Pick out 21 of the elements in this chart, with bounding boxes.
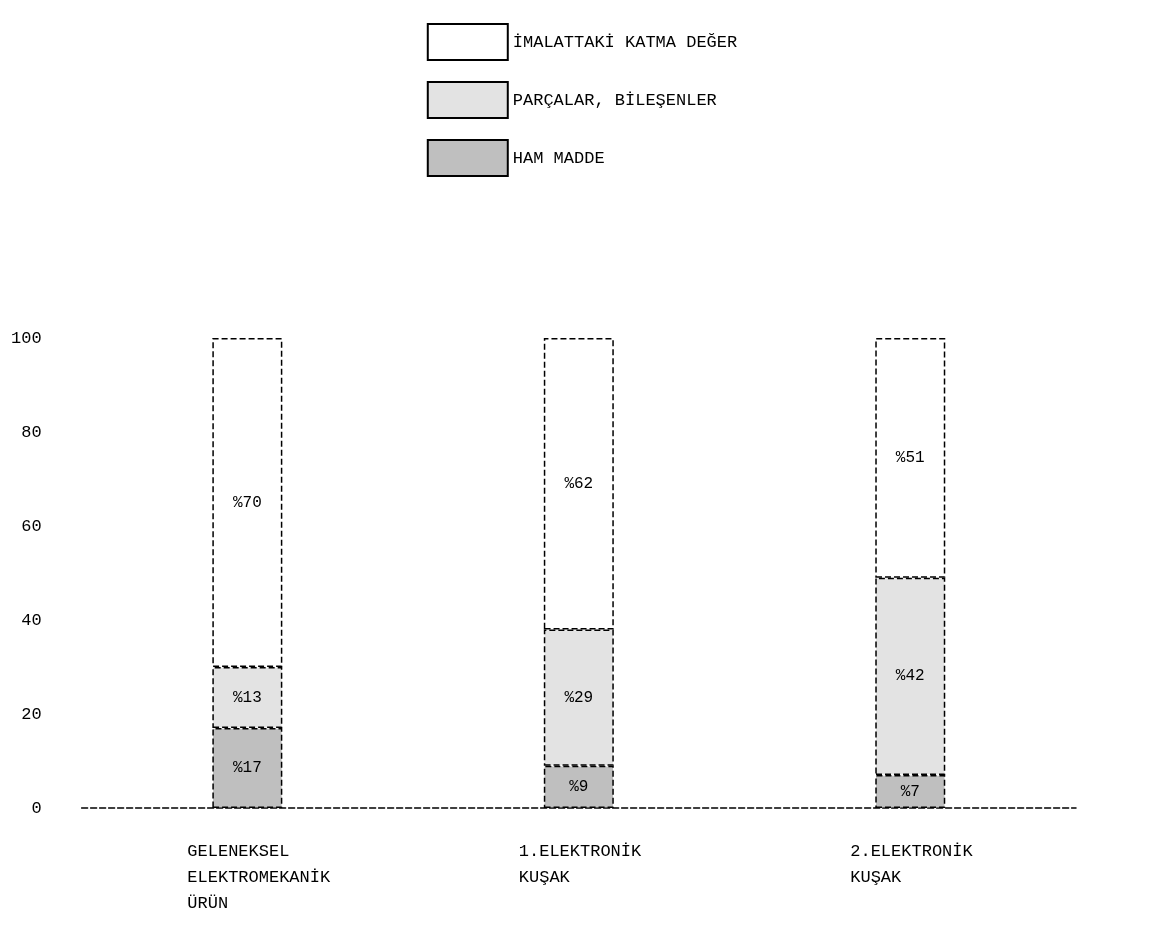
data-label: %70 <box>232 493 262 512</box>
y-tick-label: 80 <box>21 422 42 442</box>
data-label: %29 <box>564 688 594 707</box>
x-tick-label: GELENEKSEL ELEKTROMEKANİK ÜRÜN <box>187 841 331 913</box>
x-tick-label: 2.ELEKTRONİK KUŞAK <box>850 841 974 887</box>
y-tick-label: 0 <box>31 798 42 818</box>
data-label: %51 <box>895 448 925 467</box>
data-label: %13 <box>232 688 262 707</box>
x-tick-label: 1.ELEKTRONİK KUŞAK <box>518 841 643 887</box>
data-label: %7 <box>900 782 920 801</box>
y-tick-label: 40 <box>21 610 42 630</box>
y-tick-label: 20 <box>21 704 42 724</box>
legend-label: HAM MADDE <box>512 148 605 168</box>
data-label: %42 <box>895 667 925 686</box>
legend-label: İMALATTAKİ KATMA DEĞER <box>512 32 738 52</box>
legend-label: PARÇALAR, BİLEŞENLER <box>512 90 717 110</box>
y-tick-label: 60 <box>21 516 42 536</box>
data-label: %17 <box>232 759 262 778</box>
data-label: %62 <box>564 474 594 493</box>
y-tick-label: 100 <box>11 328 42 348</box>
data-label: %9 <box>569 777 589 796</box>
